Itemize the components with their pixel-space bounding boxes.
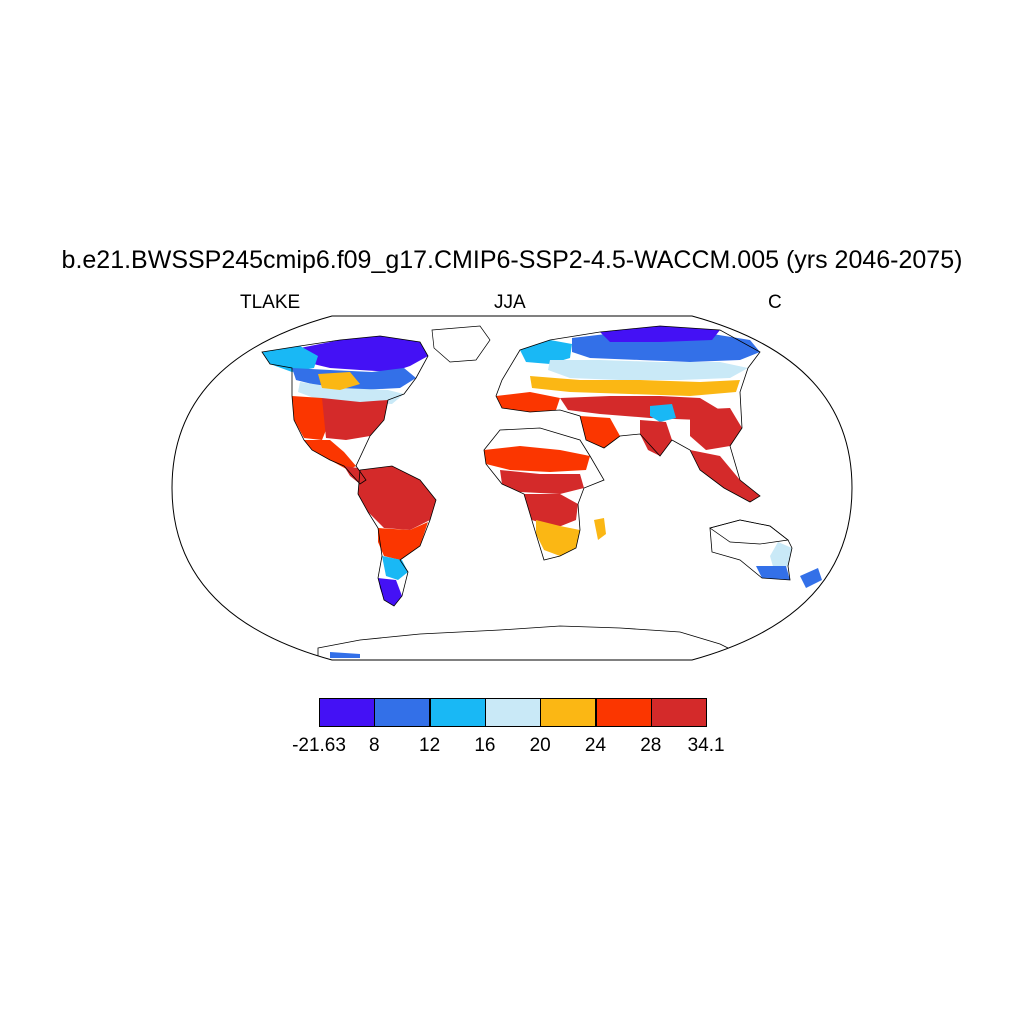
region-usa-east bbox=[322, 398, 388, 440]
coastlines bbox=[261, 325, 793, 660]
region-eurasia-band bbox=[530, 376, 740, 396]
region-siberia-far-north bbox=[600, 326, 720, 342]
region-greenland bbox=[431, 325, 491, 363]
region-south-america-mid bbox=[378, 522, 428, 560]
colorbar-label: -21.63 bbox=[292, 735, 346, 756]
region-australia-east bbox=[770, 542, 792, 570]
colorbar-swatch bbox=[429, 698, 486, 727]
region-usa-west bbox=[292, 396, 330, 440]
coast-antarctica bbox=[317, 625, 737, 660]
coast-australia bbox=[709, 519, 793, 581]
region-alaska bbox=[262, 346, 318, 372]
region-russia-mid bbox=[548, 360, 748, 380]
region-australia-north bbox=[709, 519, 789, 545]
coast-africa bbox=[483, 427, 605, 561]
colorbar-swatch bbox=[540, 698, 597, 727]
map-boundary bbox=[171, 315, 853, 661]
colorbar-label: 8 bbox=[369, 735, 380, 756]
units-label: C bbox=[768, 292, 782, 313]
region-sahara bbox=[484, 446, 590, 472]
colorbar-label: 28 bbox=[640, 735, 662, 756]
map-title: b.e21.BWSSP245cmip6.f09_g17.CMIP6-SSP2-4… bbox=[61, 246, 963, 274]
variable-label: TLAKE bbox=[240, 292, 301, 313]
region-antarctic-bits bbox=[330, 652, 360, 658]
region-europe-south bbox=[496, 392, 560, 412]
region-south-america-south bbox=[382, 556, 408, 580]
colorbar-swatch bbox=[595, 698, 652, 727]
region-canada-arctic bbox=[300, 336, 428, 372]
colorbar-label: 34.1 bbox=[687, 735, 725, 756]
region-south-america-north bbox=[358, 466, 436, 530]
coast-north-america bbox=[261, 335, 429, 485]
region-east-asia bbox=[690, 408, 742, 450]
region-middle-east bbox=[580, 416, 620, 448]
coast-south-america bbox=[357, 465, 437, 607]
colorbar-label: 24 bbox=[584, 735, 607, 756]
colorbar-swatch bbox=[484, 698, 541, 727]
colorbar-swatch bbox=[374, 698, 431, 727]
region-sahel bbox=[500, 470, 584, 494]
region-new-zealand bbox=[800, 568, 822, 588]
colorbar-swatch bbox=[319, 698, 375, 727]
colorbar-swatch bbox=[650, 698, 707, 727]
colorbar-label: 12 bbox=[419, 735, 441, 756]
colorbar-label: 20 bbox=[529, 735, 551, 756]
region-madagascar bbox=[594, 518, 606, 540]
region-australia-south bbox=[756, 566, 790, 580]
region-central-asia bbox=[560, 396, 720, 420]
land-temperature-layer bbox=[262, 325, 822, 658]
coast-eurasia bbox=[495, 325, 761, 503]
region-tibet bbox=[650, 404, 676, 422]
region-southern-africa bbox=[536, 520, 580, 556]
region-mexico bbox=[304, 440, 356, 470]
season-label: JJA bbox=[494, 292, 526, 313]
region-india bbox=[640, 420, 672, 456]
region-se-asia bbox=[690, 450, 760, 502]
region-canada-prairie bbox=[318, 372, 360, 390]
colorbar-label: 16 bbox=[474, 735, 496, 756]
region-central-africa bbox=[524, 494, 578, 528]
